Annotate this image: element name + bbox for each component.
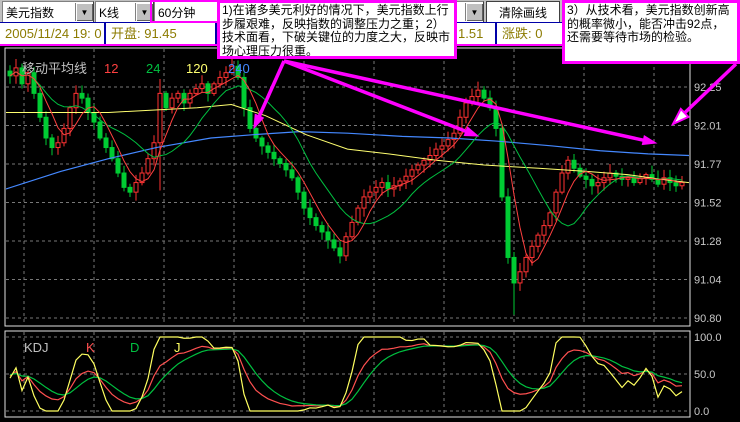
price-tick-label: 91.77 (694, 159, 722, 171)
arrowhead (253, 113, 265, 130)
clear-drawing-button[interactable]: 清除画线 (486, 1, 560, 23)
price-tick-label: 91.04 (694, 275, 722, 287)
price-tick-label: 91.28 (694, 236, 722, 248)
chevron-down-icon[interactable]: ▼ (465, 3, 483, 21)
price-tick-label: 91.52 (694, 198, 722, 210)
ma-legend-title: 移动平均线 (22, 61, 87, 76)
chart-type-select[interactable]: K线 ▼ (95, 1, 154, 23)
price-tick-label: 90.80 (694, 313, 722, 325)
ma-legend-item: 240 (228, 61, 250, 76)
change-value: 涨跌: 0 (502, 26, 543, 41)
period-select-value: 60分钟 (158, 5, 196, 20)
arrowhead (641, 135, 658, 146)
open-field: 开盘: 91.45 (106, 23, 217, 45)
chevron-down-icon[interactable]: ▼ (135, 3, 153, 21)
kdj-tick-label: 0.0 (694, 406, 709, 418)
chart-type-select-value: K线 (99, 5, 120, 20)
kdj-legend-item: J (174, 340, 181, 355)
chevron-down-icon[interactable]: ▼ (75, 3, 93, 21)
annotation-arrows (253, 59, 738, 146)
kdj-tick-label: 50.0 (694, 369, 715, 381)
symbol-select-value: 美元指数 (6, 5, 55, 20)
kdj-legend: KDJ K D J (24, 340, 181, 355)
last-price-fragment: 1.51 (458, 26, 484, 41)
kdj-tick-label: 100.0 (694, 332, 722, 344)
ma-legend-item: 24 (146, 61, 160, 76)
ma-legend-item: 12 (104, 61, 118, 76)
kdj-legend-title: KDJ (24, 340, 49, 355)
annotation-note-3: 3）从技术看，美元指数创新高的概率微小，能否冲击92点，还需要等待市场的检验。 (562, 0, 740, 64)
datetime-field: 2005/11/24 19: 0 (0, 23, 106, 45)
price-axis-labels: 92.2592.0191.7791.5291.2891.0490.80100.0… (694, 82, 722, 418)
kdj-legend-item: K (86, 340, 95, 355)
moving-average-lines (6, 71, 689, 264)
ma-legend: 移动平均线 12 24 120 240 (22, 61, 250, 76)
open-arrowhead (670, 107, 691, 127)
kdj-lines (9, 336, 683, 412)
annotation-note-1: 1)在诸多美元利好的情况下，美元指数上行步履艰难，反映指数的调整压力之重；2）技… (217, 0, 457, 59)
ma-legend-item: 120 (186, 61, 208, 76)
price-tick-label: 92.01 (694, 121, 722, 133)
open-value: 开盘: 91.45 (111, 26, 177, 41)
arrowhead (463, 126, 480, 137)
datetime-value: 2005/11/24 19: 0 (5, 26, 102, 41)
kdj-legend-item: D (130, 340, 139, 355)
